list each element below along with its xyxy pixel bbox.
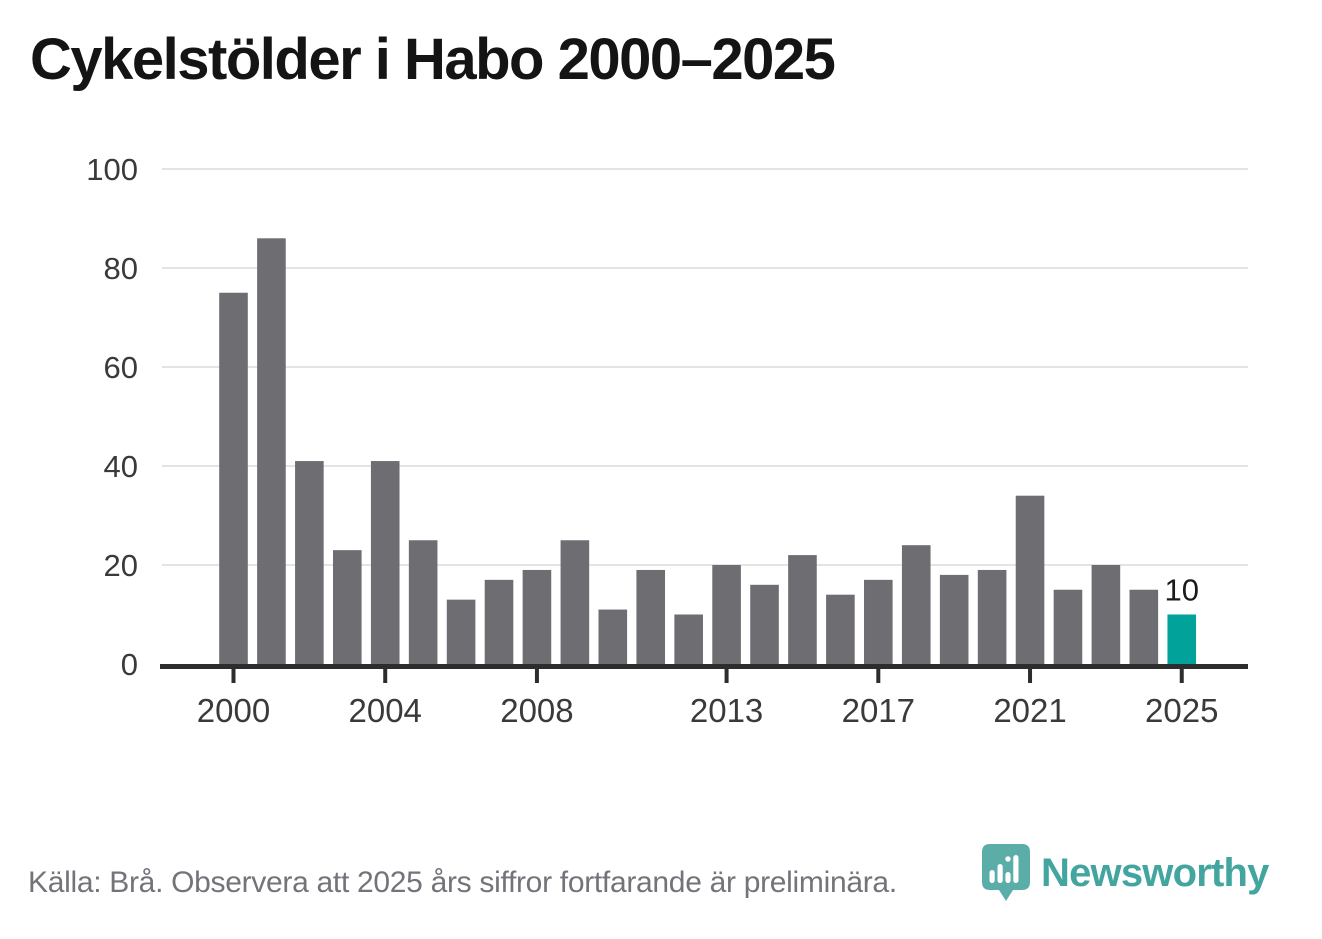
newsworthy-logo: Newsworthy [980,843,1269,903]
y-axis-label-40: 40 [104,449,138,484]
chart-title: Cykelstölder i Habo 2000–2025 [30,27,836,92]
bar-2024 [1129,589,1159,664]
bar-2015 [788,555,817,664]
bar-2009 [560,540,590,664]
newsworthy-wordmark: Newsworthy [1041,850,1269,895]
bar-2001 [257,238,286,665]
y-axis-label-80: 80 [104,251,138,286]
bar-2000 [219,292,248,664]
bar-2016 [826,594,855,664]
bar-2021 [1015,495,1045,664]
bar-2017 [864,579,893,664]
x-axis-label-2000: 2000 [197,692,270,729]
bar-2004 [370,461,400,664]
x-axis-label-2021: 2021 [993,692,1066,729]
y-axis-label-60: 60 [104,350,138,385]
bar-2019 [939,574,969,664]
bar-2011 [636,569,666,664]
bar-2022 [1053,589,1083,664]
x-axis-label-2013: 2013 [690,692,763,729]
bar-2013 [712,565,741,664]
bar-2023 [1091,565,1121,664]
bar-2007 [484,579,514,664]
bar-2006 [446,599,476,664]
bar-2002 [295,461,324,664]
x-axis-label-2025: 2025 [1145,692,1218,729]
value-label-2025: 10 [1165,573,1199,608]
bar-2025 [1167,614,1197,664]
y-axis-label-0: 0 [121,647,138,682]
newsworthy-pin-barchart-icon [982,844,1030,901]
bar-2014 [750,584,779,664]
bar-2018 [901,545,931,664]
bar-chart: 0 20 40 60 80 100 2000 2004 2008 2013 2017 2021 2025… [86,152,1248,729]
y-axis-label-20: 20 [104,548,138,583]
source-note: Källa: Brå. Observera att 2025 års siffr… [28,866,897,899]
x-axis-label-2008: 2008 [500,692,573,729]
bar-2010 [598,609,628,664]
x-axis-label-2004: 2004 [349,692,422,729]
y-axis-label-100: 100 [86,152,138,187]
bar-2020 [977,569,1007,664]
bar-2005 [408,540,438,664]
x-axis-label-2017: 2017 [842,692,915,729]
bar-2003 [332,550,362,664]
bar-2008 [522,569,552,664]
bar-2012 [674,614,703,664]
